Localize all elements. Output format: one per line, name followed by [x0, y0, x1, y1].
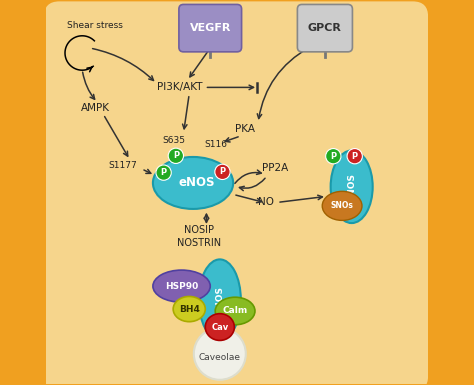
Text: S635: S635 — [163, 136, 185, 146]
Text: Caveolae: Caveolae — [199, 353, 241, 362]
Text: BH4: BH4 — [179, 305, 200, 313]
Text: HSP90: HSP90 — [165, 282, 198, 291]
Circle shape — [156, 165, 171, 180]
Text: PI3K/AKT: PI3K/AKT — [157, 82, 202, 92]
Ellipse shape — [331, 151, 373, 223]
Circle shape — [168, 148, 183, 164]
Text: Cav: Cav — [211, 323, 228, 331]
FancyBboxPatch shape — [35, 0, 438, 385]
Text: PP2A: PP2A — [262, 162, 288, 172]
FancyBboxPatch shape — [297, 5, 353, 52]
Text: P: P — [330, 152, 337, 161]
Text: P: P — [352, 152, 358, 161]
Ellipse shape — [205, 314, 234, 340]
Ellipse shape — [322, 191, 362, 220]
Text: GPCR: GPCR — [308, 23, 342, 33]
Text: eNOS: eNOS — [347, 173, 356, 201]
Text: eNOS: eNOS — [179, 176, 215, 189]
Ellipse shape — [173, 296, 205, 322]
Circle shape — [194, 328, 246, 380]
Text: P: P — [219, 167, 226, 176]
Text: NOSIP
NOSTRIN: NOSIP NOSTRIN — [177, 225, 221, 248]
FancyBboxPatch shape — [179, 5, 242, 52]
Circle shape — [215, 164, 230, 179]
Text: S1177: S1177 — [108, 161, 137, 170]
Text: NO: NO — [258, 197, 273, 207]
Circle shape — [326, 149, 341, 164]
Text: S116: S116 — [204, 140, 228, 149]
Text: SNOs: SNOs — [331, 201, 354, 210]
Circle shape — [347, 149, 362, 164]
Ellipse shape — [153, 270, 210, 302]
Ellipse shape — [215, 297, 255, 325]
Text: VEGFR: VEGFR — [190, 23, 231, 33]
Text: P: P — [173, 151, 179, 160]
FancyBboxPatch shape — [44, 2, 428, 385]
Ellipse shape — [199, 259, 241, 340]
Text: Shear stress: Shear stress — [67, 21, 123, 30]
Text: Calm: Calm — [222, 306, 248, 315]
Text: AMPK: AMPK — [81, 104, 110, 114]
Text: P: P — [161, 168, 167, 177]
Text: PKA: PKA — [235, 124, 255, 134]
Text: eNOS: eNOS — [215, 286, 224, 313]
Ellipse shape — [153, 157, 233, 209]
